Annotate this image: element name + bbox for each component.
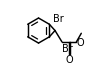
Text: Br: Br [53, 14, 64, 24]
Text: O: O [66, 55, 73, 65]
Text: Br: Br [62, 44, 73, 54]
Text: O: O [77, 38, 84, 48]
